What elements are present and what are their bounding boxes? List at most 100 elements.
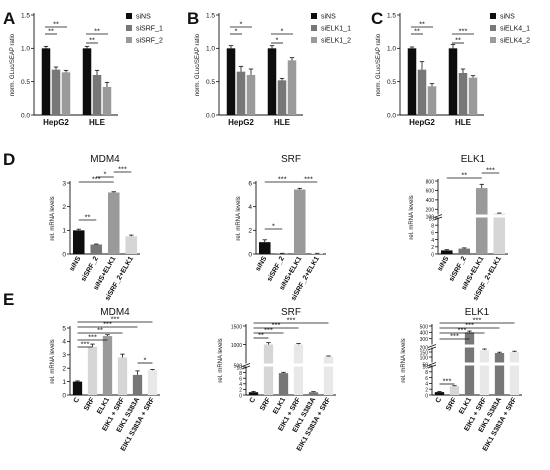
chart-b-legend-label: siNS xyxy=(321,14,336,21)
chart-e-srf-tick-label: 8 xyxy=(239,371,242,377)
chart-a-legend-label: siSRF_1 xyxy=(136,26,163,33)
chart-e-srf-ylabel: rel. mRNA levels xyxy=(218,338,224,382)
chart-e-mdm4-tick-label: 4 xyxy=(62,339,66,346)
chart-a-legend-swatch xyxy=(126,37,132,43)
chart-e-srf-sig-label: *** xyxy=(264,326,273,335)
chart-c-legend-label: siELK4_2 xyxy=(500,38,530,45)
chart-d-elk1-x-tick-label: siNS xyxy=(437,255,451,272)
chart-c-bar xyxy=(427,86,437,115)
chart-d-mdm4-tick-label: 3 xyxy=(62,180,66,187)
chart-c-tick-label: 1.0 xyxy=(387,46,396,53)
chart-e-mdm4-tick-label: 2 xyxy=(62,366,66,373)
chart-d-mdm4-tick-label: 2 xyxy=(62,204,66,211)
chart-a-bar xyxy=(82,48,92,116)
chart-e-elk1-sig-label: *** xyxy=(473,316,482,325)
chart-d-mdm4-ylabel: rel. mRNA levels xyxy=(50,196,56,240)
chart-b-legend-label: siELK1_2 xyxy=(321,38,351,45)
chart-c-legend-swatch xyxy=(490,37,496,43)
chart-e-srf-bar xyxy=(293,344,304,395)
chart-c-ylabel: norm. GLuc/SEAP ratio xyxy=(376,33,382,96)
chart-e-mdm4-title: MDM4 xyxy=(100,307,130,318)
chart-d-elk1-bar xyxy=(440,250,453,254)
chart-e-srf-tick-label: 10 xyxy=(236,365,242,371)
chart-c-legend-label: siNS xyxy=(500,14,515,21)
chart-d-mdm4-sig-label: * xyxy=(104,170,107,179)
chart-b-bar xyxy=(267,48,277,116)
chart-e-elk1-bar xyxy=(449,386,460,395)
chart-d-srf-ylabel: rel. mRNA levels xyxy=(236,196,242,240)
chart-e-mdm4-x-tick-label: C xyxy=(73,397,82,405)
chart-b-legend-swatch xyxy=(311,37,317,43)
chart-e-elk1-axis-break-mark xyxy=(427,346,437,351)
chart-d-mdm4-sig-label: *** xyxy=(118,165,127,174)
chart-d-mdm4-sig-label: ** xyxy=(85,213,91,222)
chart-a-bar xyxy=(92,75,102,115)
chart-d-srf-bar xyxy=(276,253,289,254)
chart-b-bar xyxy=(246,75,256,115)
chart-a-sig-label: ** xyxy=(53,20,59,29)
chart-d-elk1-tick-label: 2 xyxy=(431,245,434,251)
chart-e-elk1-tick-label: 8 xyxy=(425,370,428,376)
chart-d-elk1-bar xyxy=(493,213,506,254)
chart-e-elk1-bar xyxy=(509,352,520,395)
chart-d-srf-tick-label: 2 xyxy=(248,228,252,235)
chart-e-elk1-tick-label: 400 xyxy=(420,331,429,337)
chart-d-mdm4-x-tick-label: siNS xyxy=(69,255,83,272)
chart-d-srf-sig-label: *** xyxy=(304,175,313,184)
chart-e-mdm4-sig-label: *** xyxy=(81,340,90,349)
chart-e-elk1-tick-label: 50 xyxy=(422,362,428,368)
chart-c-bar xyxy=(458,73,468,115)
chart-e-srf-x-tick-label: SRF xyxy=(259,396,272,412)
chart-c-bar xyxy=(448,48,458,116)
chart-e-elk1-bar xyxy=(479,350,490,395)
chart-e-elk1-sig-label: *** xyxy=(450,332,459,341)
chart-b-sig-label: * xyxy=(276,36,279,45)
chart-e-elk1-tick-label: 200 xyxy=(420,345,429,351)
chart-b-tick-label: 0.5 xyxy=(206,79,215,86)
chart-c-sig-label: ** xyxy=(455,36,461,45)
chart-d-mdm4-title: MDM4 xyxy=(90,154,120,165)
chart-e-srf-x-tick-label: ELK1 xyxy=(272,396,287,415)
chart-e-elk1-title: ELK1 xyxy=(465,307,490,318)
chart-e-srf-bar xyxy=(308,392,319,395)
chart-d-elk1-title: ELK1 xyxy=(461,154,486,165)
chart-d-elk1-tick-label: 200 xyxy=(426,208,435,214)
chart-e-elk1-tick-label: 150 xyxy=(420,350,429,356)
panel-letter-e: E xyxy=(3,290,14,309)
chart-e-elk1-x-tick-label: SRF xyxy=(445,396,458,412)
chart-d-srf-title: SRF xyxy=(281,154,301,165)
chart-e-srf-tick-label: 4 xyxy=(239,382,242,388)
chart-d-mdm4-bar xyxy=(107,192,120,254)
chart-e-srf-sig-label: ** xyxy=(258,331,264,340)
chart-a-bar xyxy=(102,87,112,115)
chart-d-elk1-tick-label: 10 xyxy=(428,216,434,222)
chart-e-elk1-tick-label: 2 xyxy=(425,388,428,394)
chart-e-srf-axis-break-mark xyxy=(241,365,251,370)
chart-d-mdm4-tick-label: 0 xyxy=(62,251,66,258)
chart-e-elk1-bar xyxy=(494,353,505,395)
chart-b-tick-label: 1.5 xyxy=(206,12,215,19)
chart-c-legend-swatch xyxy=(490,25,496,31)
chart-d-elk1-tick-label: 4 xyxy=(431,238,434,244)
chart-e-srf-bar xyxy=(278,373,289,395)
chart-b-sig-label: * xyxy=(235,27,238,36)
chart-a-legend-label: siNS xyxy=(136,14,151,21)
chart-e-elk1-sig-label: *** xyxy=(443,377,452,386)
chart-d-elk1-tick-label: 100 xyxy=(426,214,435,220)
chart-a-sig-label: ** xyxy=(48,27,54,36)
chart-d-srf-x-tick-label: siNS xyxy=(255,255,269,272)
chart-e-elk1-tick-label: 4 xyxy=(425,382,428,388)
chart-b-bar xyxy=(236,71,246,115)
chart-c-bar xyxy=(468,77,478,115)
chart-d-elk1-bar xyxy=(458,248,471,254)
chart-d-srf-bar xyxy=(311,253,324,254)
chart-b-tick-label: 1.0 xyxy=(206,46,215,53)
chart-d-elk1-sig-label: *** xyxy=(486,166,495,175)
chart-e-mdm4-tick-label: 0 xyxy=(62,392,66,399)
chart-d-srf-tick-label: 4 xyxy=(248,204,252,211)
chart-c-tick-label: 1.5 xyxy=(387,12,396,19)
chart-e-elk1-tick-label: 10 xyxy=(422,364,428,370)
chart-e-elk1-tick-label: 500 xyxy=(420,324,429,330)
chart-e-mdm4-sig-label: * xyxy=(144,356,147,365)
chart-e-mdm4-ylabel: rel. mRNA levels xyxy=(50,339,56,383)
